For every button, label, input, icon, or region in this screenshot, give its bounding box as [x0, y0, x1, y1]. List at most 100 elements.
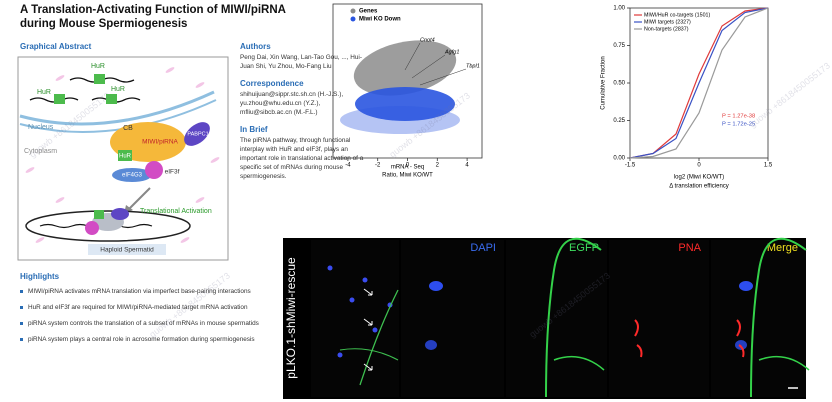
nucleus-dot: [362, 277, 368, 283]
micrograph: [311, 240, 399, 397]
annotation-line: [419, 68, 467, 86]
cytoplasm-dot: [25, 167, 35, 173]
micrograph: [609, 240, 709, 397]
x-tick-label: 0: [697, 163, 701, 169]
spermatid-outline: [25, 210, 191, 242]
nuclear-envelope: [19, 90, 215, 126]
annotation: Cnot4: [420, 37, 435, 43]
diagram-label: HuR: [91, 63, 105, 70]
dapi-signal: [429, 281, 443, 291]
highlights: Highlights MIWI/piRNA activates mRNA tra…: [20, 272, 275, 351]
section-heading: Authors: [240, 42, 271, 51]
legend-marker: [350, 8, 356, 14]
hur-protein: [94, 74, 105, 84]
arrow: [363, 318, 373, 326]
x-axis-label: Δ translation efficiency: [669, 184, 729, 190]
hur-protein: [106, 94, 117, 104]
dapi-signal: [425, 340, 437, 350]
p-value: P = 1.72e-25: [722, 122, 755, 128]
cytoplasm-dot: [55, 75, 65, 81]
diagram-label: MIWI/piRNA: [142, 139, 178, 146]
legend-label: Genes: [359, 9, 378, 15]
cytoplasm-dot: [180, 237, 190, 243]
y-tick-label: 0.50: [613, 81, 625, 87]
pna-signal: [634, 319, 643, 358]
y-tick-label: 0.25: [613, 118, 625, 124]
point-cloud: [340, 106, 460, 134]
x-tick-label: 2: [436, 163, 440, 169]
point-cloud: [353, 40, 457, 96]
section-heading: Highlights: [20, 272, 60, 281]
dapi-signal: [735, 340, 747, 350]
section-heading: Graphical Abstract: [20, 42, 92, 51]
channel-label: PNA: [678, 242, 701, 254]
legend-label: Non-targets (2837): [644, 26, 689, 32]
nucleus-dot: [349, 297, 355, 303]
eif3f: [145, 161, 163, 179]
x-tick-label: -4: [345, 163, 351, 169]
cytoplasm-dot: [210, 157, 220, 163]
cytoplasm-dot: [195, 82, 205, 88]
diagram-label: HuR: [111, 86, 125, 93]
diagram-label: Haploid Spermatid: [100, 247, 154, 254]
x-tick-label: 0: [406, 163, 410, 169]
title: A Translation-Activating Function of MIW…: [20, 4, 286, 30]
diagram-label: CB: [123, 125, 133, 132]
x-tick-label: -2: [375, 163, 381, 169]
y-tick-label: 0.75: [613, 43, 625, 49]
x-tick-label: -1.5: [625, 163, 636, 169]
highlight-item: piRNA system controls the translation of…: [20, 319, 275, 328]
cytoplasm-dot: [165, 67, 175, 73]
x-axis-label: mRNA - Seq: [391, 165, 424, 171]
cytoplasm-dot: [55, 197, 65, 203]
p-value: P = 1.27e-38: [722, 114, 755, 120]
legend-label: MIWI/HuR co-targets (1501): [644, 12, 710, 18]
legend-label: MIWI targets (2327): [644, 19, 691, 25]
diagram-label: PABPC1: [187, 131, 208, 137]
x-axis-label: log2 (Miwi KO/WT): [674, 175, 724, 181]
dapi-signal: [739, 281, 753, 291]
diagram-label: Nucleus: [28, 124, 54, 131]
arrow: [127, 187, 151, 211]
channel-label: EGFP: [569, 242, 599, 254]
diagram-label: HuR: [119, 154, 132, 160]
cell-label-box: [88, 244, 166, 255]
pabpc1: [184, 122, 210, 146]
cytoplasm-dot: [35, 237, 45, 243]
annotation: Agfg1: [444, 49, 459, 55]
y-tick-label: 0.00: [613, 156, 625, 162]
annotation-line: [404, 42, 421, 71]
nuclear-envelope: [19, 99, 217, 133]
y-axis-label: Cumulative Fraction: [601, 56, 607, 109]
email: yu.zhou@whu.edu.cn (Y.Z.),: [240, 100, 321, 107]
micrograph: [711, 240, 806, 397]
correspondence-list: shihuijuan@sippr.stc.sh.cn (H.-J.S.), yu…: [240, 90, 375, 117]
cytoplasm-dot: [195, 197, 205, 203]
diagram-label: eIF3f: [165, 169, 180, 176]
micrograph: [506, 240, 607, 397]
fiber: [359, 289, 399, 386]
nucleus-dot: [337, 352, 343, 358]
x-axis-label: Ratio, Miwi KO/WT: [382, 173, 433, 179]
annotation: Tbpl1: [466, 63, 480, 69]
egfp-signal: [545, 237, 602, 398]
egfp-signal: [758, 355, 810, 371]
point-cloud: [355, 87, 455, 121]
egfp-signal: [553, 355, 605, 371]
diagram-label: Translational Activation: [140, 208, 212, 215]
nucleus-dot: [327, 265, 333, 271]
hur-protein: [118, 150, 132, 161]
eif4g3: [112, 168, 152, 182]
y-tick-label: 1.00: [613, 6, 625, 12]
highlight-item: HuR and eIF3f are required for MIWI/piRN…: [20, 303, 275, 312]
egfp-signal: [750, 237, 807, 398]
diagram-label: Cytoplasm: [24, 148, 57, 155]
pabpc1: [111, 208, 129, 220]
row-label: pLKO.1-shMiwi-rescue: [284, 257, 298, 379]
legend-marker: [350, 16, 356, 22]
email: shihuijuan@sippr.stc.sh.cn (H.-J.S.),: [240, 91, 344, 98]
section-heading: Correspondence: [240, 79, 304, 88]
hur-protein: [94, 210, 104, 219]
